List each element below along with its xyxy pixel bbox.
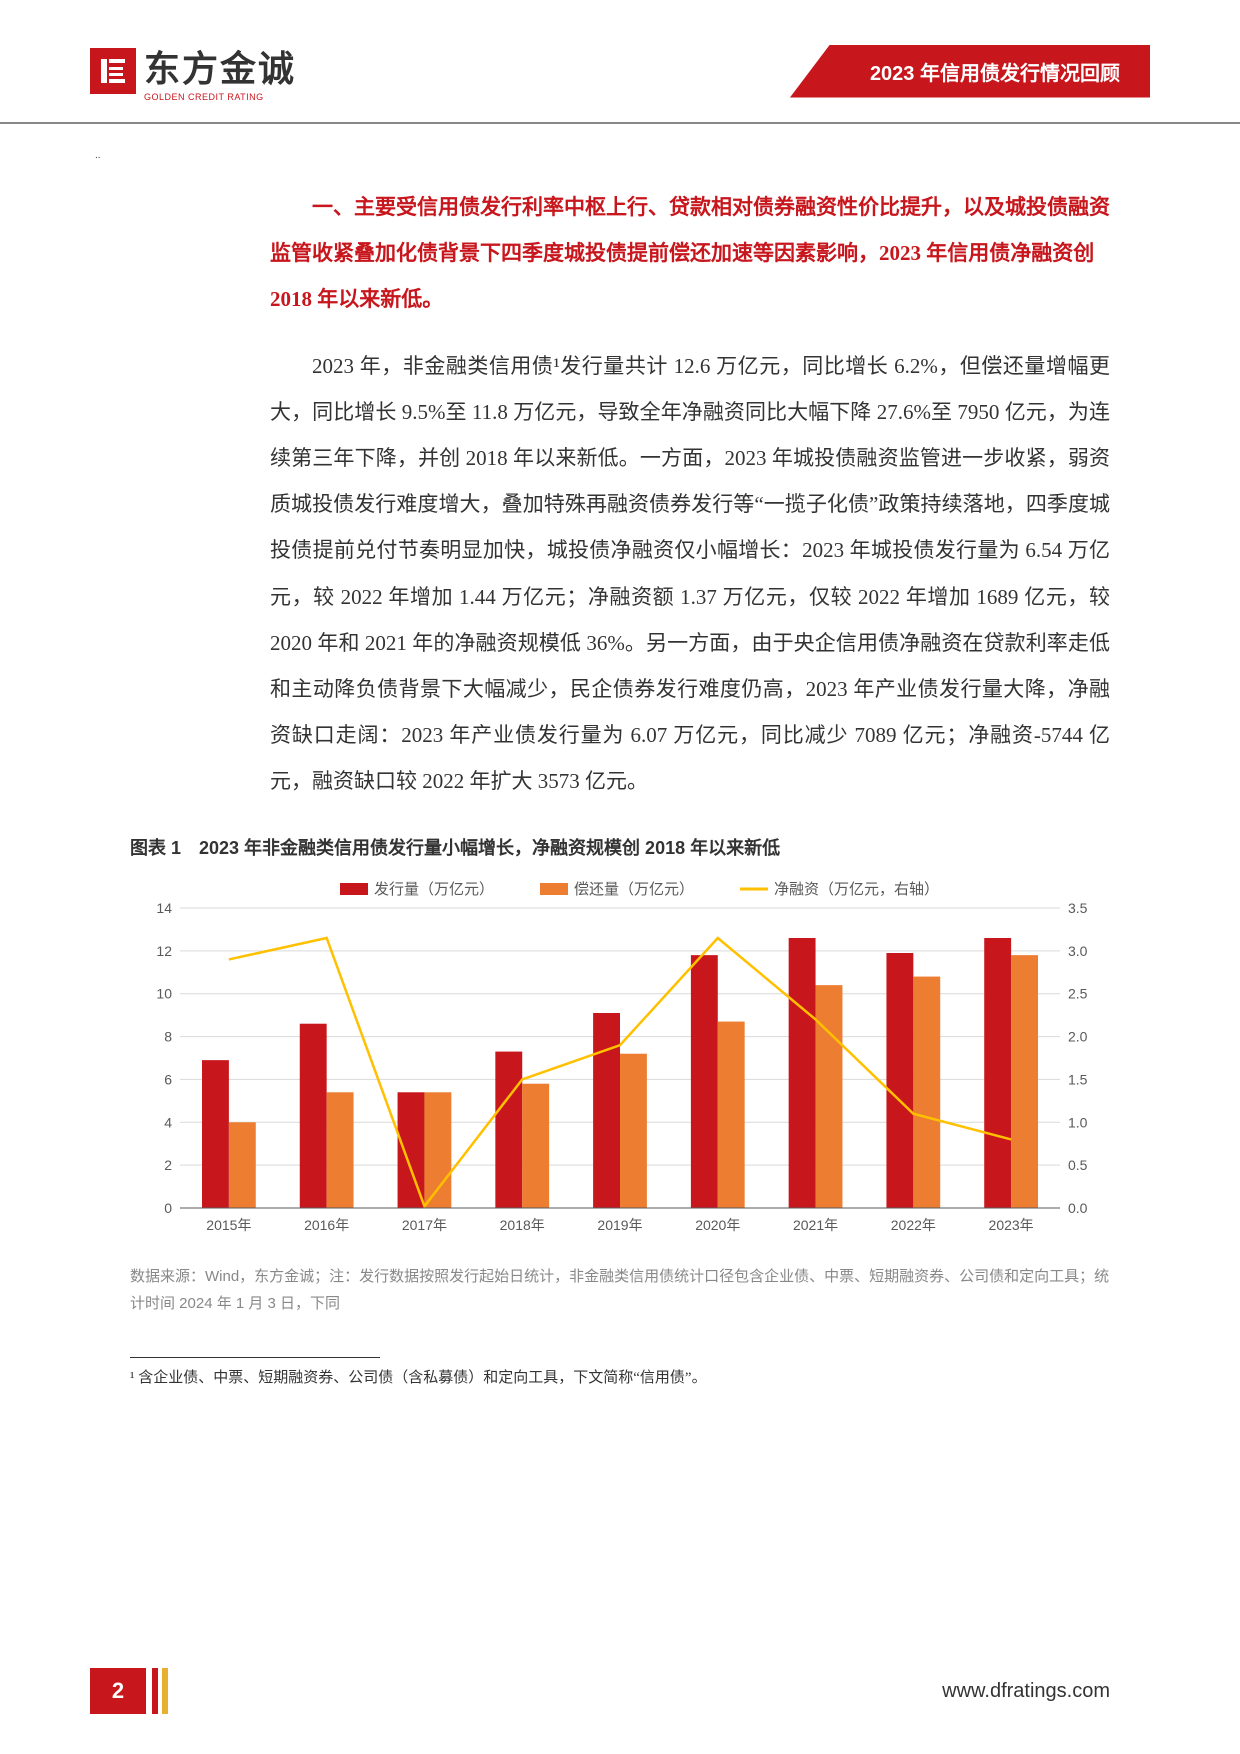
logo-text-en: GOLDEN CREDIT RATING bbox=[144, 92, 296, 102]
svg-text:0: 0 bbox=[164, 1200, 172, 1216]
svg-text:发行量（万亿元）: 发行量（万亿元） bbox=[374, 881, 494, 898]
logo: 东方金诚 GOLDEN CREDIT RATING bbox=[90, 40, 296, 102]
chart-canvas: 0 2 4 6 8 10 12 14 0.0 0.5 1.0 1.5 2.0 2.5 3.0 3.5 2015年… bbox=[130, 868, 1110, 1248]
svg-text:2.0: 2.0 bbox=[1068, 1029, 1088, 1045]
page-footer: 2 www.dfratings.com bbox=[0, 1668, 1240, 1714]
logo-text-cn: 东方金诚 bbox=[144, 40, 296, 92]
svg-text:2015年: 2015年 bbox=[206, 1217, 251, 1233]
svg-text:12: 12 bbox=[156, 943, 172, 959]
svg-text:2020年: 2020年 bbox=[695, 1217, 740, 1233]
svg-text:0.0: 0.0 bbox=[1068, 1200, 1088, 1216]
page-number-decor bbox=[152, 1668, 172, 1714]
svg-text:2021年: 2021年 bbox=[793, 1217, 838, 1233]
logo-text: 东方金诚 GOLDEN CREDIT RATING bbox=[144, 40, 296, 102]
chart-section: 图表 1 2023 年非金融类信用债发行量小幅增长，净融资规模创 2018 年以… bbox=[0, 824, 1240, 1317]
chart-source-note: 数据来源：Wind，东方金诚；注：发行数据按照发行起始日统计，非金融类信用债统计… bbox=[130, 1263, 1110, 1317]
logo-icon bbox=[90, 48, 136, 94]
svg-text:4: 4 bbox=[164, 1115, 172, 1131]
svg-text:3.0: 3.0 bbox=[1068, 943, 1088, 959]
svg-text:2019年: 2019年 bbox=[597, 1217, 642, 1233]
svg-text:2017年: 2017年 bbox=[402, 1217, 447, 1233]
svg-text:2023年: 2023年 bbox=[989, 1217, 1034, 1233]
svg-text:2016年: 2016年 bbox=[304, 1217, 349, 1233]
svg-text:1.0: 1.0 bbox=[1068, 1115, 1088, 1131]
svg-text:8: 8 bbox=[164, 1029, 172, 1045]
svg-text:1.5: 1.5 bbox=[1068, 1072, 1088, 1088]
footer-url: www.dfratings.com bbox=[942, 1680, 1110, 1703]
svg-text:0.5: 0.5 bbox=[1068, 1158, 1088, 1174]
main-content: 一、主要受信用债发行利率中枢上行、贷款相对债券融资性价比提升，以及城投债融资监管… bbox=[0, 124, 1240, 824]
decor-dots: .. bbox=[95, 150, 101, 161]
page-number: 2 bbox=[90, 1668, 146, 1714]
body-paragraph: 2023 年，非金融类信用债¹发行量共计 12.6 万亿元，同比增长 6.2%，… bbox=[270, 343, 1110, 805]
svg-text:2022年: 2022年 bbox=[891, 1217, 936, 1233]
footnote-text: ¹ 含企业债、中票、短期融资券、公司债（含私募债）和定向工具，下文简称“信用债”… bbox=[0, 1358, 1240, 1387]
svg-text:2: 2 bbox=[164, 1158, 172, 1174]
header-title: 2023 年信用债发行情况回顾 bbox=[790, 45, 1150, 98]
svg-text:6: 6 bbox=[164, 1072, 172, 1088]
chart-svg: 0 2 4 6 8 10 12 14 0.0 0.5 1.0 1.5 2.0 2.5 3.0 3.5 2015年… bbox=[130, 868, 1110, 1248]
svg-text:10: 10 bbox=[156, 986, 172, 1002]
svg-text:净融资（万亿元，右轴）: 净融资（万亿元，右轴） bbox=[774, 881, 939, 898]
svg-text:2018年: 2018年 bbox=[500, 1217, 545, 1233]
svg-text:偿还量（万亿元）: 偿还量（万亿元） bbox=[574, 881, 694, 898]
chart-title: 图表 1 2023 年非金融类信用债发行量小幅增长，净融资规模创 2018 年以… bbox=[130, 834, 1110, 860]
page-number-box: 2 bbox=[90, 1668, 172, 1714]
svg-text:14: 14 bbox=[156, 900, 172, 916]
svg-text:2.5: 2.5 bbox=[1068, 986, 1088, 1002]
section-heading: 一、主要受信用债发行利率中枢上行、贷款相对债券融资性价比提升，以及城投债融资监管… bbox=[270, 184, 1110, 323]
page-header: 东方金诚 GOLDEN CREDIT RATING 2023 年信用债发行情况回… bbox=[0, 0, 1240, 124]
svg-text:3.5: 3.5 bbox=[1068, 900, 1088, 916]
